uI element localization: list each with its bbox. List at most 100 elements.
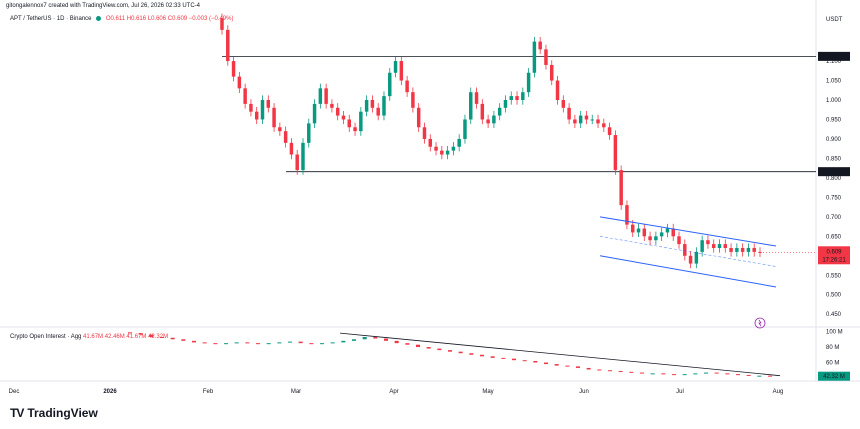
oi-bar [256,343,260,345]
chart-credit: gitongalennox7 created with TradingView.… [6,3,201,9]
candle-body [347,119,352,128]
y-tick-label: 0.700 [826,215,842,221]
oi-bar [213,343,218,345]
y-tick-label: 0.550 [826,273,842,279]
candle-body [440,150,444,155]
oi-bar [490,356,495,358]
oi-bar [192,340,196,343]
candle-body [694,251,699,264]
oi-bar [618,371,623,373]
candle-body [260,100,265,120]
candle-body [335,107,340,116]
candle-body [405,80,409,93]
candle-body [463,119,467,139]
candle-body [353,127,357,132]
oi-bar [288,341,292,343]
indicator-legend[interactable]: Crypto Open Interest · Agg 41.67M 42.46M… [10,334,168,340]
x-tick-label: Apr [389,389,398,395]
candle-body [723,244,728,248]
oi-bar [565,365,570,367]
candle-body [301,142,305,171]
oi-bar [512,358,516,361]
candle-body [411,92,415,108]
candle-body [752,248,756,252]
oi-bar [330,342,335,344]
x-tick-label: Jun [579,389,589,395]
x-tick-label: Mar [291,389,301,395]
candle-body [561,100,566,108]
oi-bar [426,347,431,349]
candle-body [341,115,346,120]
candle-body [226,29,230,62]
ohlc-values: O0.611 H0.616 L0.606 C0.609 −0.003 (−0.4… [105,16,234,23]
x-tick-label: Dec [9,389,20,395]
candle-body [602,123,606,128]
candle-body [636,228,641,233]
candle-body [613,135,618,171]
oi-bar [181,339,186,341]
candle-body [480,103,485,120]
alert-bolt-icon [758,319,762,327]
candle-body [625,205,629,225]
oi-bar [448,350,452,352]
oi-bar [480,354,484,357]
oi-bar [234,342,239,344]
candle-body [445,150,450,155]
x-tick-label: May [482,389,493,395]
candle-body [370,100,375,108]
candle-body [283,131,288,143]
candle-body [434,146,438,151]
candle-body [688,255,693,264]
candle-body [735,248,739,252]
x-tick-label: Aug [773,389,784,395]
y-tick-label: 1.050 [826,79,842,85]
y-tick-label: 0.750 [826,195,842,201]
candle-body [683,244,687,256]
oi-bar [245,342,250,344]
oi-bar [469,353,474,355]
oi-bar [704,372,708,374]
oi-trendline [339,332,781,377]
oi-bar [597,369,602,371]
candle-body [399,61,404,81]
level-price-tag [818,167,850,177]
candle-body [596,119,600,124]
candle-body [330,103,334,108]
oi-bar [170,337,175,340]
last-price-tag [818,246,850,265]
candle-body [376,107,380,116]
oi-bar [373,336,378,339]
oi-bar [693,373,698,375]
oi-bar [522,360,527,362]
candle-body [567,107,571,120]
oi-value-tag [818,371,850,381]
tradingview-logo[interactable]: TV TradingView [10,406,98,420]
candle-body [451,146,456,151]
candle-body [289,142,294,155]
oi-bar [746,374,751,376]
candle-body [497,107,502,116]
candle-body [532,41,537,73]
candle-body [324,88,328,104]
oi-bar [458,351,463,354]
y-tick-label: 0.650 [826,234,842,240]
oi-bar [416,344,420,348]
oi-bar [682,374,687,376]
oi-bar [544,362,548,365]
candle-body [550,64,554,81]
candle-body [312,103,317,124]
candle-body [740,248,745,252]
candle-body [717,244,722,248]
indicator-y-tick-label: 100 M [826,330,843,336]
oi-bar [576,366,580,368]
oi-bar [352,339,356,341]
candle-body [359,111,363,132]
symbol-legend[interactable]: APT / TetherUS · 1D · Binance O0.611 H0.… [10,16,233,22]
oi-bar [533,360,538,363]
oi-bar [138,333,143,335]
candle-body [243,88,247,104]
candle-body [295,154,299,171]
oi-bar [384,338,388,341]
y-tick-label: 0.850 [826,156,842,162]
